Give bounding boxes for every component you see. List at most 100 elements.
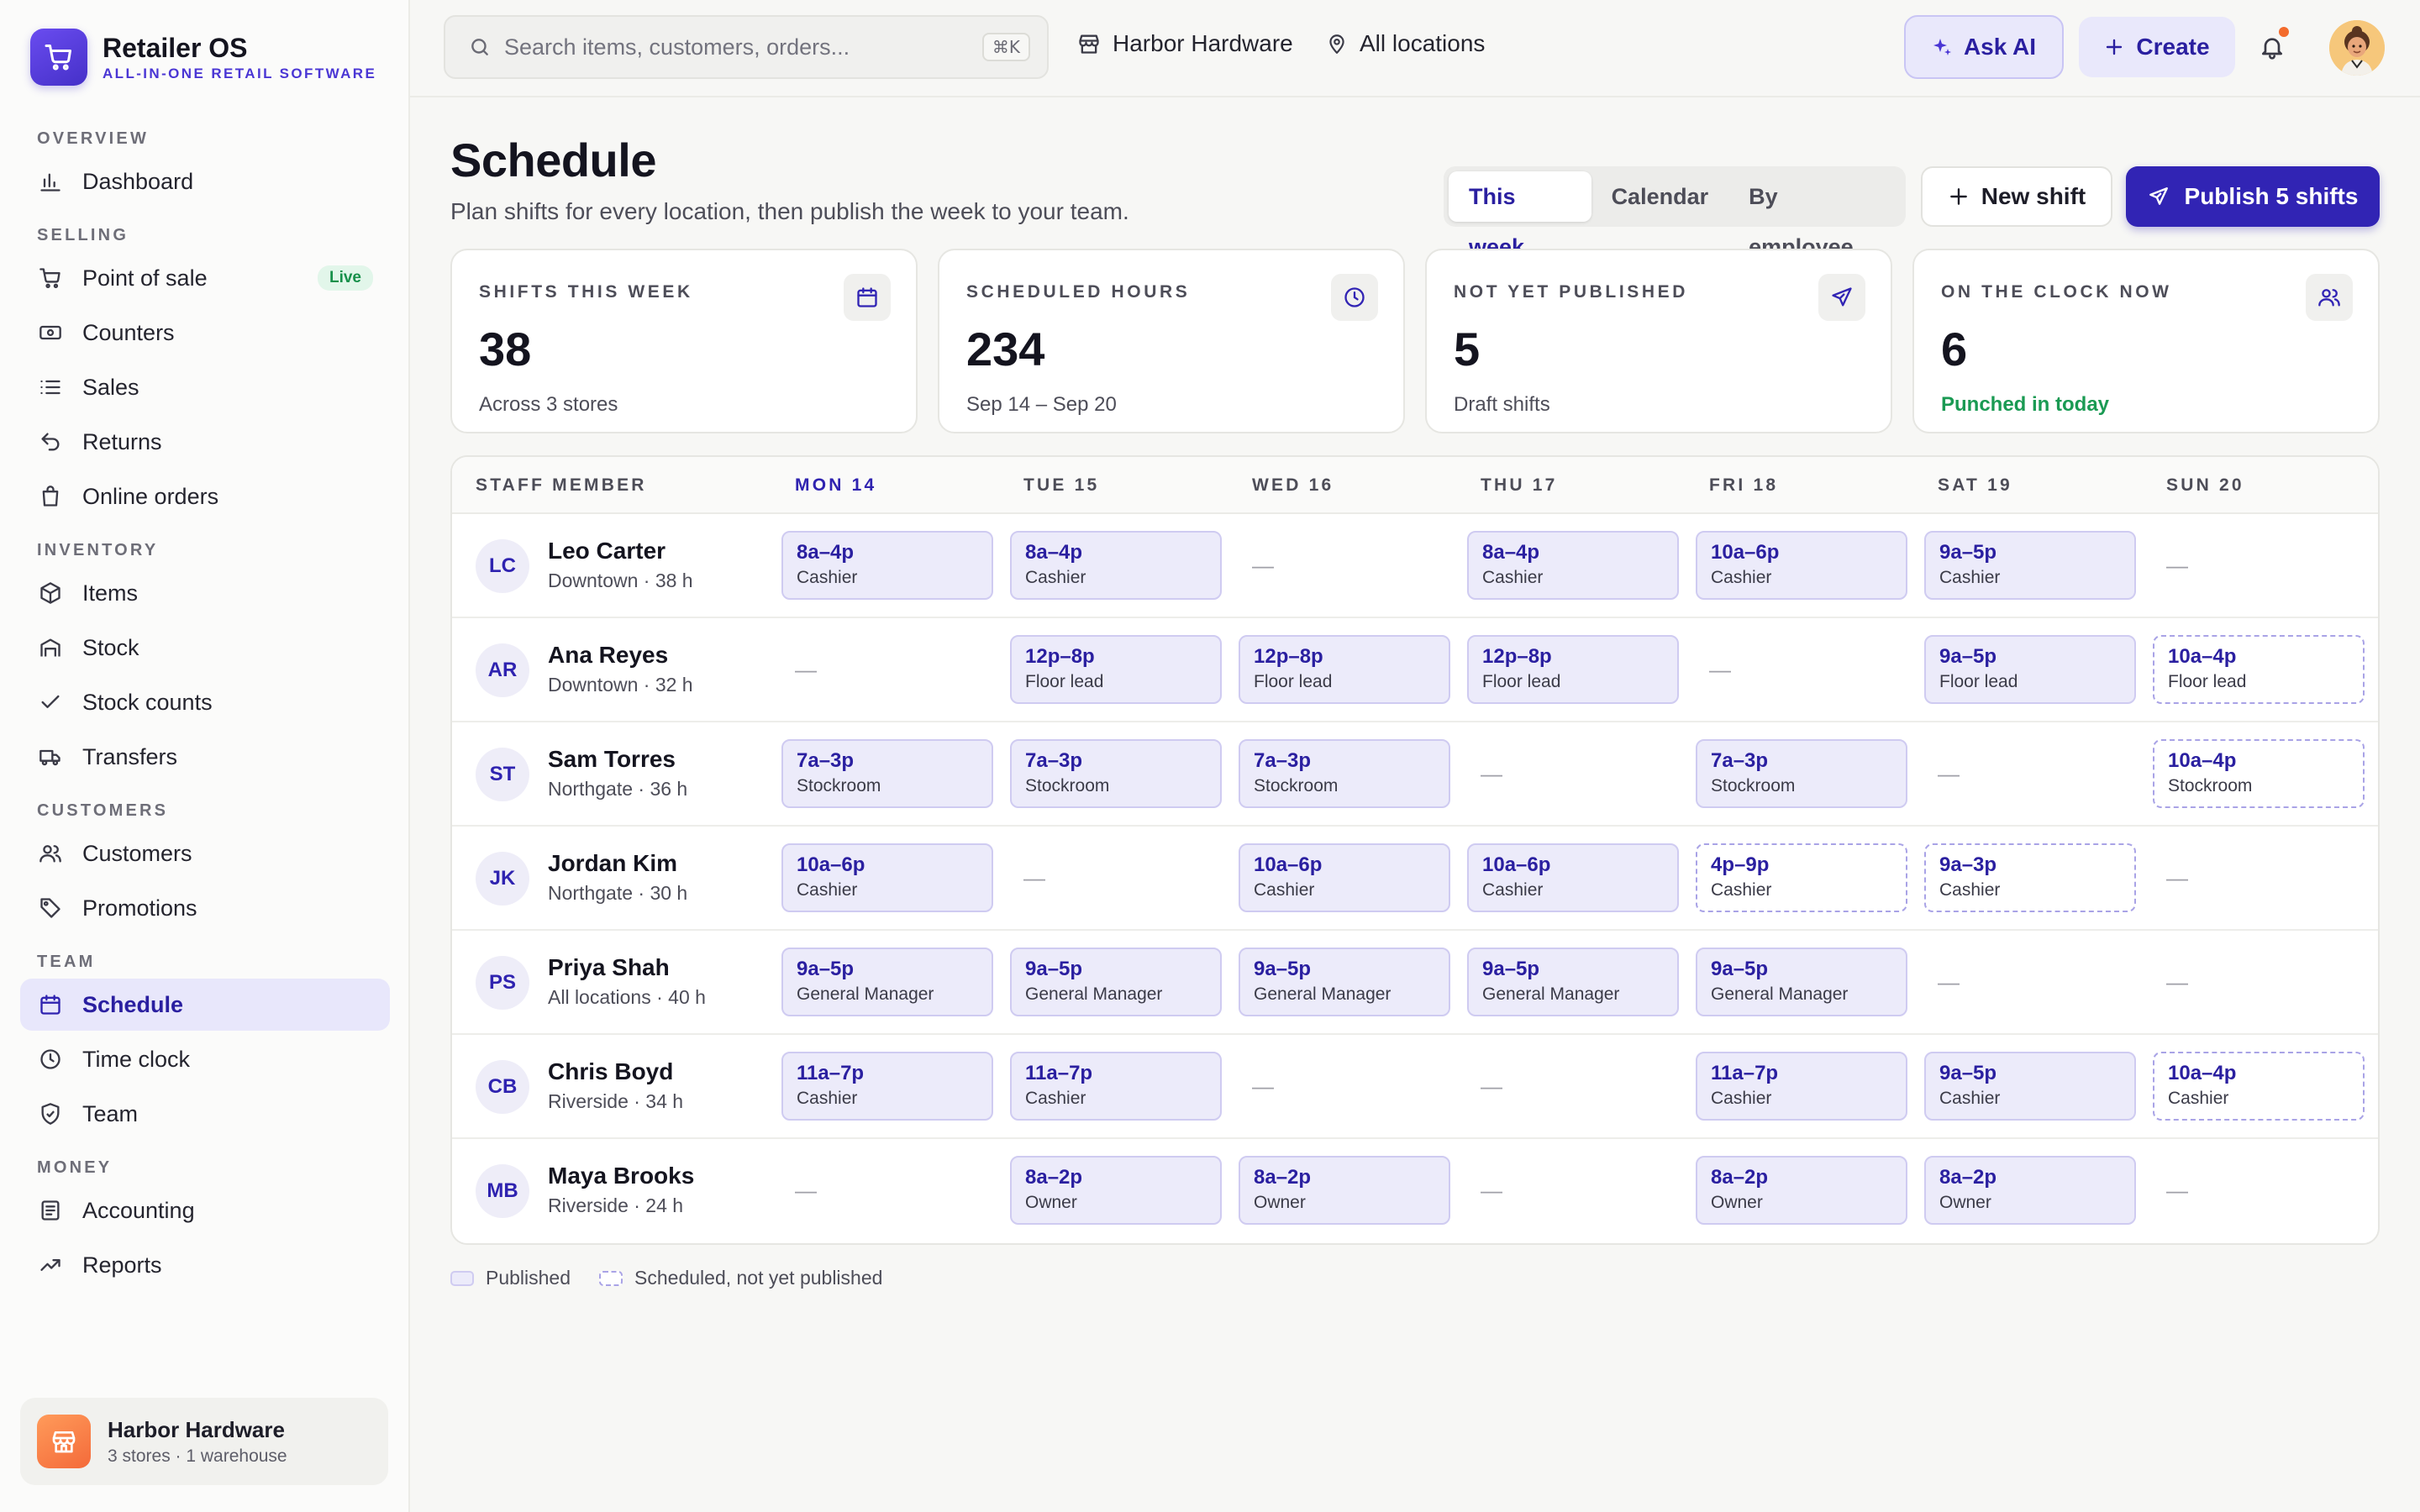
shift-block[interactable]: 9a–5p General Manager bbox=[1467, 948, 1679, 1016]
search-box[interactable]: ⌘K bbox=[444, 15, 1049, 79]
employee-name[interactable]: Maya Brooks bbox=[548, 1163, 695, 1189]
shift-block[interactable]: 9a–5p Floor lead bbox=[1924, 635, 2136, 704]
sidebar-item-customers[interactable]: Customers bbox=[20, 827, 390, 879]
shift-block[interactable]: 7a–3p Stockroom bbox=[781, 739, 993, 808]
publish-button[interactable]: Publish 5 shifts bbox=[2126, 166, 2380, 227]
sidebar-item-transfers[interactable]: Transfers bbox=[20, 731, 390, 783]
sidebar-item-items[interactable]: Items bbox=[20, 567, 390, 619]
sidebar-item-stock[interactable]: Stock bbox=[20, 622, 390, 674]
sidebar-item-returns[interactable]: Returns bbox=[20, 416, 390, 468]
shift-block[interactable]: 9a–5p Cashier bbox=[1924, 531, 2136, 600]
shift-block[interactable]: 12p–8p Floor lead bbox=[1239, 635, 1450, 704]
notifications-button[interactable] bbox=[2259, 27, 2289, 62]
shift-block[interactable]: 8a–4p Cashier bbox=[1010, 531, 1222, 600]
brand[interactable]: Retailer OS ALL-IN-ONE RETAIL SOFTWARE bbox=[30, 29, 376, 86]
shift-block[interactable]: 9a–5p General Manager bbox=[1010, 948, 1222, 1016]
shift-role: Cashier bbox=[1025, 568, 1086, 587]
empty-shift-slot[interactable]: — bbox=[1709, 657, 1731, 682]
ask-ai-button[interactable]: Ask AI bbox=[1904, 15, 2064, 79]
shift-block[interactable]: 8a–2p Owner bbox=[1696, 1156, 1907, 1225]
user-avatar[interactable] bbox=[2329, 20, 2385, 76]
sidebar-item-reports[interactable]: Reports bbox=[20, 1239, 390, 1291]
shift-block[interactable]: 10a–6p Cashier bbox=[1467, 843, 1679, 912]
empty-shift-slot[interactable]: — bbox=[2166, 1178, 2188, 1203]
empty-shift-slot[interactable]: — bbox=[1481, 1178, 1502, 1203]
shift-block[interactable]: 10a–6p Cashier bbox=[1696, 531, 1907, 600]
shift-block[interactable]: 7a–3p Stockroom bbox=[1696, 739, 1907, 808]
shift-block[interactable]: 8a–4p Cashier bbox=[781, 531, 993, 600]
sidebar-item-online-orders[interactable]: Online orders bbox=[20, 470, 390, 522]
shift-block[interactable]: 9a–5p General Manager bbox=[1239, 948, 1450, 1016]
shift-block[interactable]: 11a–7p Cashier bbox=[1696, 1052, 1907, 1121]
empty-shift-slot[interactable]: — bbox=[1023, 865, 1045, 890]
employee-name[interactable]: Priya Shah bbox=[548, 954, 670, 980]
shift-block[interactable]: 11a–7p Cashier bbox=[1010, 1052, 1222, 1121]
employee-initials[interactable]: ST bbox=[476, 748, 529, 801]
shift-block[interactable]: 9a–5p Cashier bbox=[1924, 1052, 2136, 1121]
shift-block[interactable]: 8a–2p Owner bbox=[1010, 1156, 1222, 1225]
empty-shift-slot[interactable]: — bbox=[1481, 761, 1502, 786]
employee-initials[interactable]: LC bbox=[476, 539, 529, 593]
store-selector[interactable]: Harbor Hardware bbox=[1077, 30, 1293, 57]
empty-shift-slot[interactable]: — bbox=[1252, 1074, 1274, 1099]
shift-block[interactable]: 11a–7p Cashier bbox=[781, 1052, 993, 1121]
shift-block[interactable]: 7a–3p Stockroom bbox=[1239, 739, 1450, 808]
tab-this-week[interactable]: This week bbox=[1449, 171, 1591, 260]
employee-name[interactable]: Jordan Kim bbox=[548, 850, 678, 876]
shift-block[interactable]: 9a–5p General Manager bbox=[1696, 948, 1907, 1016]
tab-calendar[interactable]: Calendar bbox=[1611, 184, 1709, 209]
employee-initials[interactable]: MB bbox=[476, 1164, 529, 1218]
shift-block[interactable]: 10a–6p Cashier bbox=[1239, 843, 1450, 912]
location-selector[interactable]: All locations bbox=[1326, 30, 1485, 57]
sidebar-item-point-of-sale[interactable]: Point of sale Live bbox=[20, 252, 390, 304]
employee-initials[interactable]: PS bbox=[476, 956, 529, 1010]
shift-block-draft[interactable]: 10a–4p Floor lead bbox=[2153, 635, 2365, 704]
bar-chart-icon bbox=[37, 168, 64, 195]
new-shift-button[interactable]: New shift bbox=[1921, 166, 2112, 227]
sidebar-item-promotions[interactable]: Promotions bbox=[20, 882, 390, 934]
store-switcher[interactable]: Harbor Hardware 3 stores · 1 warehouse bbox=[20, 1398, 388, 1485]
shift-block[interactable]: 8a–2p Owner bbox=[1239, 1156, 1450, 1225]
empty-shift-slot[interactable]: — bbox=[2166, 865, 2188, 890]
empty-shift-slot[interactable]: — bbox=[1938, 761, 1960, 786]
sidebar-item-stock-counts[interactable]: Stock counts bbox=[20, 676, 390, 728]
employee-name[interactable]: Sam Torres bbox=[548, 746, 676, 772]
tab-by-employee[interactable]: By employee bbox=[1749, 184, 1854, 260]
empty-shift-slot[interactable]: — bbox=[795, 1178, 817, 1203]
empty-shift-slot[interactable]: — bbox=[1481, 1074, 1502, 1099]
employee-name[interactable]: Leo Carter bbox=[548, 538, 666, 564]
sidebar-item-time-clock[interactable]: Time clock bbox=[20, 1033, 390, 1085]
search-input[interactable] bbox=[504, 34, 982, 60]
sidebar-item-accounting[interactable]: Accounting bbox=[20, 1184, 390, 1236]
employee-location-hours: Downtown · 38 h bbox=[548, 570, 693, 591]
shift-block[interactable]: 9a–5p General Manager bbox=[781, 948, 993, 1016]
employee-initials[interactable]: CB bbox=[476, 1060, 529, 1114]
empty-shift-slot[interactable]: — bbox=[2166, 969, 2188, 995]
employee-name[interactable]: Ana Reyes bbox=[548, 642, 669, 668]
shift-block[interactable]: 8a–2p Owner bbox=[1924, 1156, 2136, 1225]
employee-name[interactable]: Chris Boyd bbox=[548, 1058, 674, 1084]
shift-block-draft[interactable]: 10a–4p Cashier bbox=[2153, 1052, 2365, 1121]
empty-shift-slot[interactable]: — bbox=[1252, 553, 1274, 578]
empty-shift-slot[interactable]: — bbox=[795, 657, 817, 682]
sidebar-item-counters[interactable]: Counters bbox=[20, 307, 390, 359]
sidebar-item-dashboard[interactable]: Dashboard bbox=[20, 155, 390, 207]
sidebar-item-sales[interactable]: Sales bbox=[20, 361, 390, 413]
empty-shift-slot[interactable]: — bbox=[2166, 553, 2188, 578]
shift-block[interactable]: 8a–4p Cashier bbox=[1467, 531, 1679, 600]
shift-block-draft[interactable]: 4p–9p Cashier bbox=[1696, 843, 1907, 912]
shift-block[interactable]: 10a–6p Cashier bbox=[781, 843, 993, 912]
shift-block-draft[interactable]: 9a–3p Cashier bbox=[1924, 843, 2136, 912]
shift-block[interactable]: 12p–8p Floor lead bbox=[1010, 635, 1222, 704]
sidebar-item-schedule[interactable]: Schedule bbox=[20, 979, 390, 1031]
empty-shift-slot[interactable]: — bbox=[1938, 969, 1960, 995]
create-button[interactable]: Create bbox=[2079, 17, 2235, 77]
shift-block[interactable]: 7a–3p Stockroom bbox=[1010, 739, 1222, 808]
sidebar-item-team[interactable]: Team bbox=[20, 1088, 390, 1140]
users-icon bbox=[37, 840, 64, 867]
shift-block[interactable]: 12p–8p Floor lead bbox=[1467, 635, 1679, 704]
employee-initials[interactable]: JK bbox=[476, 852, 529, 906]
column-header-day: SAT 19 bbox=[1938, 475, 2012, 495]
employee-initials[interactable]: AR bbox=[476, 643, 529, 697]
shift-block-draft[interactable]: 10a–4p Stockroom bbox=[2153, 739, 2365, 808]
